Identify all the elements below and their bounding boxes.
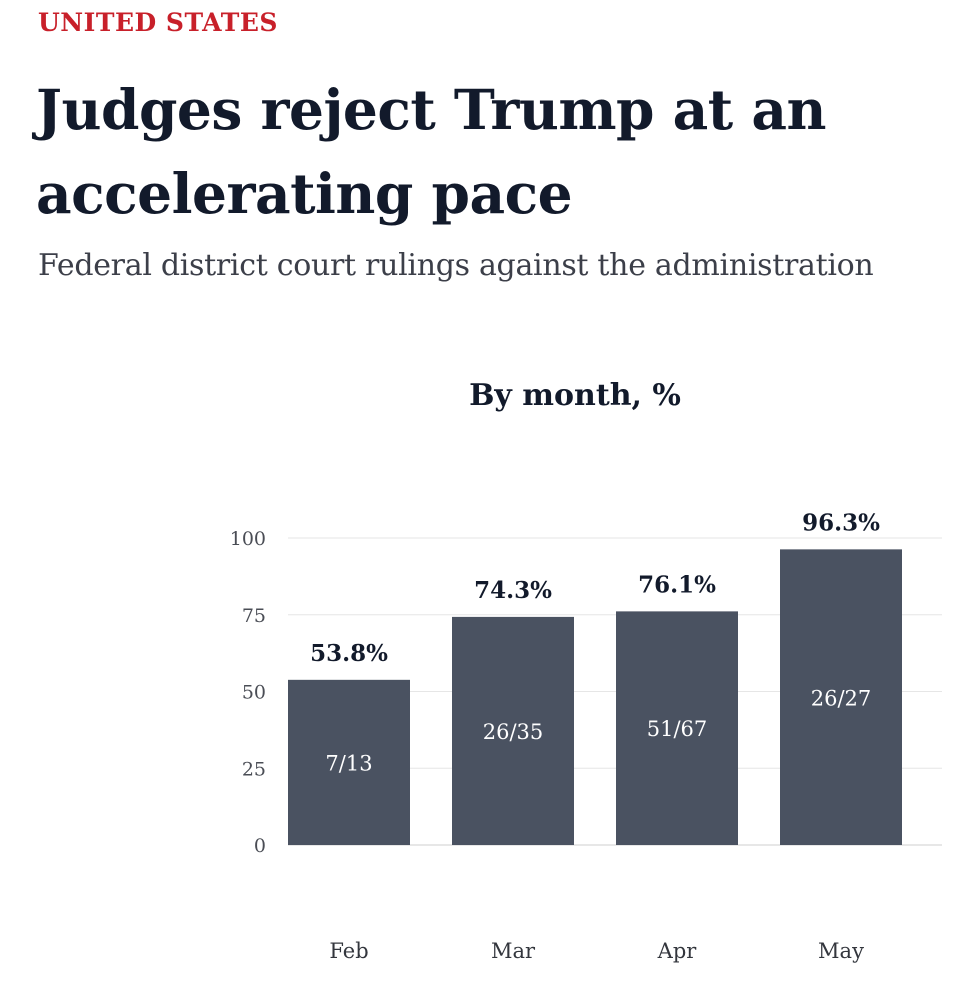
y-tick-label: 50 xyxy=(242,682,266,704)
bar-count-label: 26/27 xyxy=(811,686,872,710)
y-tick-label: 100 xyxy=(230,528,266,550)
value-label: 74.3% xyxy=(474,577,552,604)
x-tick-label: Feb xyxy=(329,939,368,963)
value-label: 76.1% xyxy=(638,571,716,598)
section-kicker[interactable]: UNITED STATES xyxy=(38,8,278,37)
bar-may[interactable] xyxy=(780,549,902,845)
bar-count-label: 51/67 xyxy=(647,717,708,741)
headline: Judges reject Trump at an accelerating p… xyxy=(36,77,826,226)
x-tick-label: Mar xyxy=(491,939,536,963)
y-tick-label: 75 xyxy=(242,605,266,627)
chart-title: By month, % xyxy=(469,378,681,413)
bar-mar[interactable] xyxy=(452,616,574,845)
x-tick-label: Apr xyxy=(657,939,698,963)
x-tick-label: May xyxy=(818,939,864,963)
bar-feb[interactable] xyxy=(288,679,410,845)
value-label: 53.8% xyxy=(310,640,388,667)
y-tick-label: 25 xyxy=(242,758,266,780)
y-tick-label: 0 xyxy=(254,835,266,857)
subtitle: Federal district court rulings against t… xyxy=(38,248,874,283)
value-label: 96.3% xyxy=(802,509,880,536)
bar-count-label: 26/35 xyxy=(483,720,544,744)
bar-apr[interactable] xyxy=(616,611,738,845)
bars xyxy=(288,549,902,845)
bar-count-label: 7/13 xyxy=(325,751,372,775)
labels: 0 25 50 75 100 53.8% 7/13 Feb 74.3% 26/35 Mar 76.1%… xyxy=(230,509,880,963)
